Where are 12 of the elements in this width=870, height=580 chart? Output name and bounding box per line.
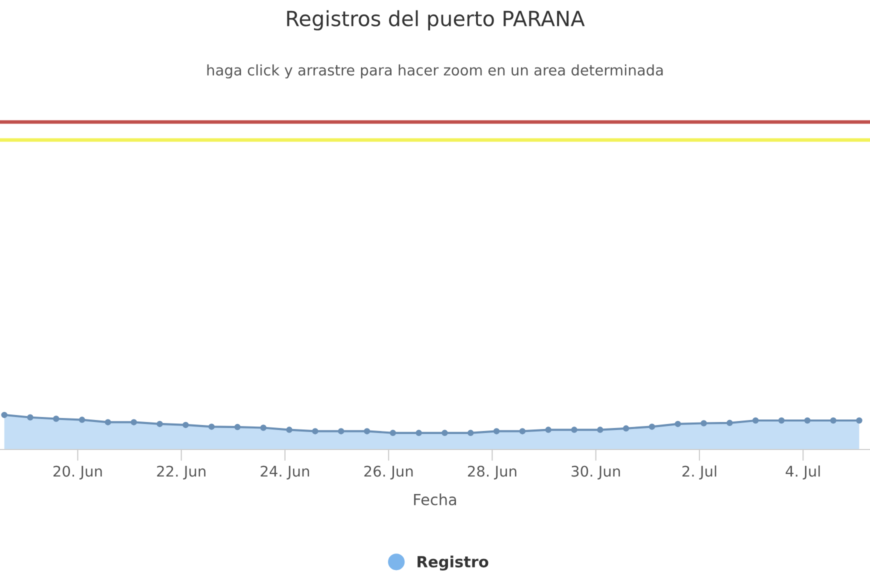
x-axis-title: Fecha: [414, 493, 456, 506]
x-tick-label: 20. Jun: [53, 466, 102, 480]
x-tick-label: 24. Jun: [260, 466, 310, 480]
x-tick-label: 28. Jun: [468, 466, 516, 480]
x-tick-label: 4. Jul: [786, 465, 820, 480]
x-tick-label: 26. Jun: [364, 466, 413, 480]
chart-subtitle: haga click y arrastre para hacer zoom en un area determinada: [207, 64, 663, 78]
legend-label: Registro: [418, 556, 488, 571]
x-tick-label: 2. Jul: [682, 465, 716, 480]
x-tick-label: 22. Jun: [157, 466, 206, 480]
chart-title: Registros del puerto PARANA: [287, 10, 585, 30]
x-tick-label: 30. Jun: [572, 466, 620, 480]
